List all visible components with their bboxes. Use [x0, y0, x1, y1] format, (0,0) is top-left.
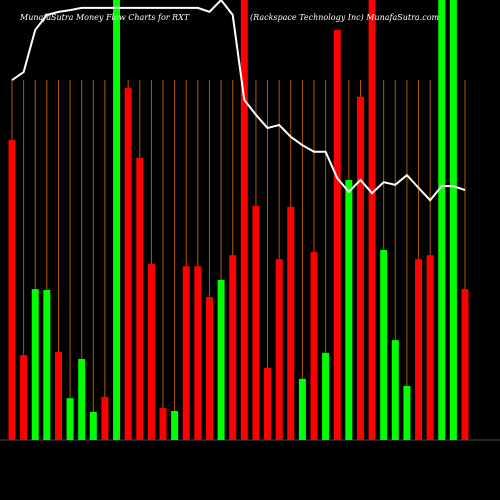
bar [426, 255, 434, 440]
bar [415, 259, 423, 440]
bar [66, 398, 74, 440]
bar [217, 279, 225, 440]
line-layer [11, 0, 466, 202]
bar [264, 367, 272, 440]
bar [298, 378, 306, 440]
bar [78, 359, 86, 440]
bar [229, 255, 237, 440]
bar [8, 139, 16, 441]
bar [252, 205, 260, 440]
bar [322, 352, 330, 440]
bar [43, 289, 51, 440]
bar [171, 410, 179, 440]
bar [310, 252, 318, 440]
bar [89, 411, 97, 440]
bar [194, 266, 202, 440]
chart-subtitle: (Rackspace Technology Inc) MunafaSutra.c… [250, 13, 440, 22]
money-flow-line [11, 0, 466, 202]
bar [380, 249, 388, 440]
bar [438, 0, 446, 440]
bar [240, 0, 248, 440]
bar [368, 0, 376, 440]
bar [182, 266, 190, 440]
bar [391, 340, 399, 440]
bar [356, 96, 364, 441]
bar [124, 88, 132, 440]
bar [333, 29, 341, 440]
chart-title: MunafaSutra Money Flow Charts for RXT [19, 13, 190, 22]
bar [287, 206, 295, 440]
bar [449, 0, 457, 440]
bars [8, 0, 469, 441]
bar [136, 157, 144, 440]
bar [461, 289, 469, 440]
bar [101, 396, 109, 440]
bar [147, 264, 155, 440]
bar [275, 259, 283, 440]
bar [20, 355, 28, 440]
bar [113, 0, 121, 440]
bar [31, 289, 39, 440]
bar [54, 352, 62, 440]
bar [403, 385, 411, 440]
bar [345, 179, 353, 440]
bar [159, 407, 167, 440]
bar [205, 297, 213, 440]
